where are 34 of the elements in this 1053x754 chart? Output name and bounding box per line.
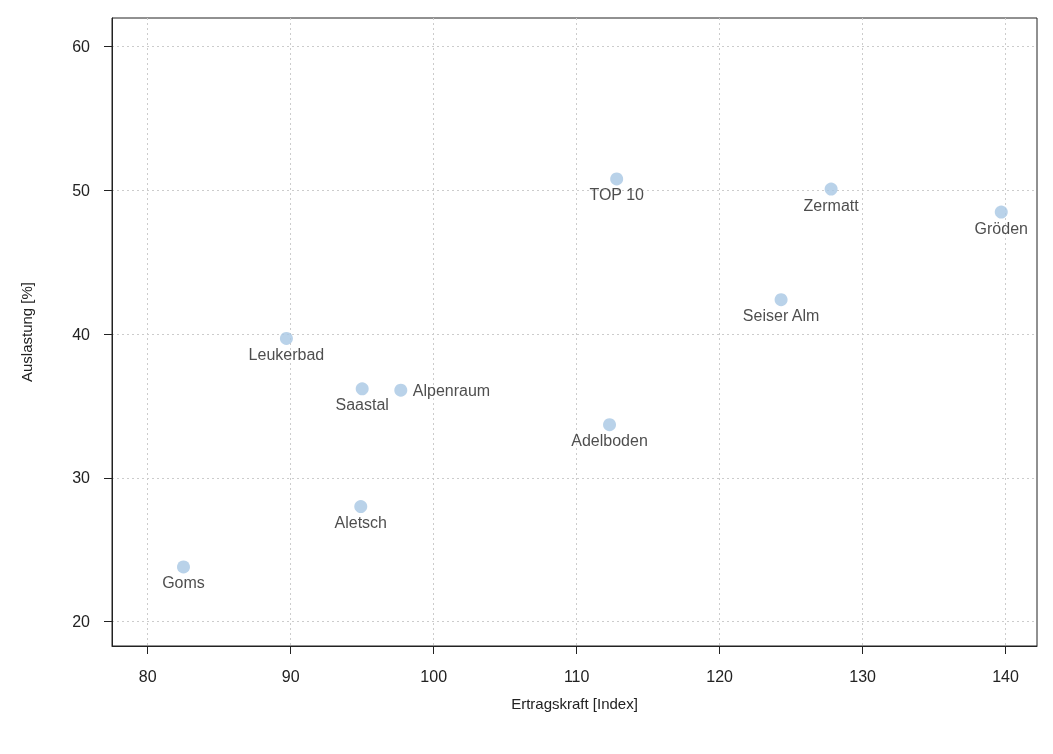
annotation: TOP 10	[589, 186, 645, 204]
y-tick-label: 50	[72, 181, 91, 199]
point	[603, 418, 617, 432]
point	[994, 205, 1008, 219]
point	[610, 172, 624, 186]
y-tick-label: 40	[72, 325, 91, 343]
annotation: Goms	[162, 574, 205, 592]
annotation: Aletsch	[334, 514, 387, 532]
annotation: Gröden	[974, 219, 1028, 237]
point	[824, 182, 838, 196]
y-axis-title: Auslastung [%]	[18, 281, 35, 383]
x-tick-label: 120	[706, 667, 734, 685]
x-tick-label: 80	[138, 667, 157, 685]
x-tick-label: 110	[563, 667, 590, 685]
annotation: Saastal	[335, 396, 389, 414]
point	[394, 383, 408, 397]
y-tick-label: 30	[72, 469, 91, 487]
annotation: Leukerbad	[248, 345, 325, 363]
point	[279, 331, 293, 345]
x-axis-title: Ertragskraft [Index]	[511, 695, 638, 712]
y-tick-label: 60	[72, 38, 91, 56]
y-tick-label: 20	[72, 613, 91, 631]
point	[774, 293, 788, 307]
x-tick-label: 100	[420, 667, 448, 685]
x-tick-label: 90	[281, 667, 300, 685]
point	[177, 560, 190, 574]
annotation: Adelboden	[571, 432, 648, 450]
point	[355, 382, 369, 396]
x-tick-label: 130	[849, 667, 877, 685]
annotation: Alpenraum	[412, 381, 491, 399]
annotation: Zermatt	[803, 196, 860, 214]
point	[354, 500, 368, 514]
annotation: Seiser Alm	[742, 307, 820, 325]
x-tick-label: 140	[992, 667, 1019, 685]
